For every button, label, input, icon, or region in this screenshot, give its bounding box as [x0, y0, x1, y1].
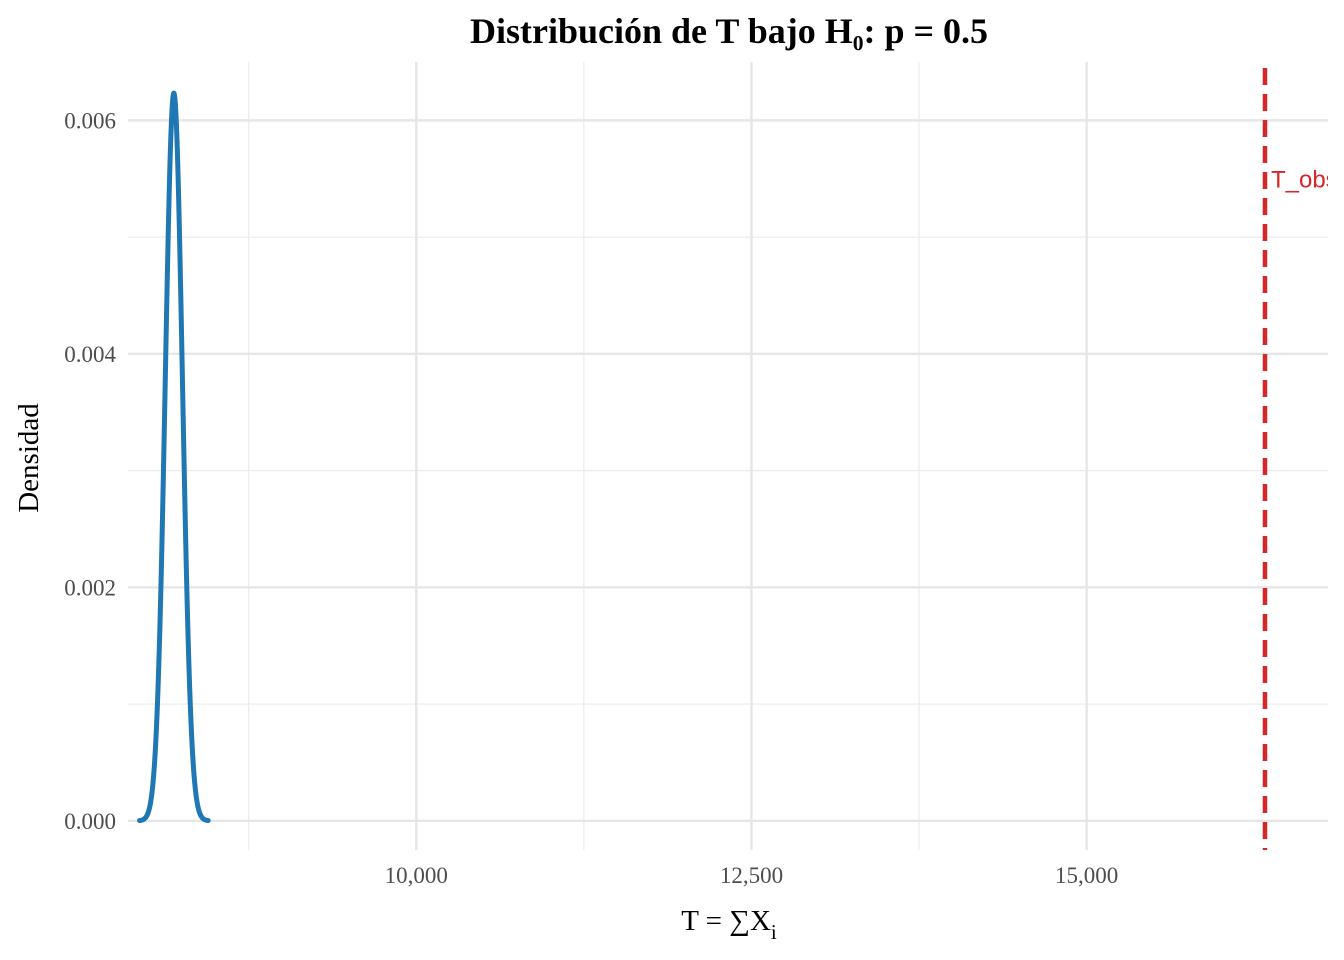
annotation-layer: T_obs: [1262, 68, 1338, 850]
chart-title: Distribución de T bajo H₀: p = 0.5: [470, 11, 988, 51]
x-tick-label-2: 15,000: [1055, 863, 1118, 888]
y-tick-labels: 0.000 0.002 0.004 0.006: [64, 108, 116, 833]
plot-panel: T_obs: [128, 62, 1338, 850]
x-tick-labels: 10,000 12,500 15,000: [385, 863, 1119, 888]
x-axis-title-subscript: i: [771, 920, 777, 944]
y-tick-label-0: 0.000: [64, 809, 116, 834]
density-curve-0: [137, 90, 211, 824]
y-tick-label-1: 0.002: [64, 575, 116, 600]
minor-gridlines: [128, 62, 1328, 850]
x-tick-label-1: 12,500: [720, 863, 783, 888]
major-gridlines: [128, 62, 1328, 850]
x-axis-title: T = ∑Xi: [681, 905, 777, 944]
x-axis-title-main: T = ∑X: [681, 905, 771, 937]
y-axis-title: Densidad: [13, 403, 45, 513]
series-layer: [137, 90, 211, 824]
x-tick-label-0: 10,000: [385, 863, 448, 888]
y-tick-label-2: 0.004: [64, 342, 116, 367]
y-tick-label-3: 0.006: [64, 108, 116, 133]
observed-t-label-0: T_obs: [1271, 167, 1338, 194]
